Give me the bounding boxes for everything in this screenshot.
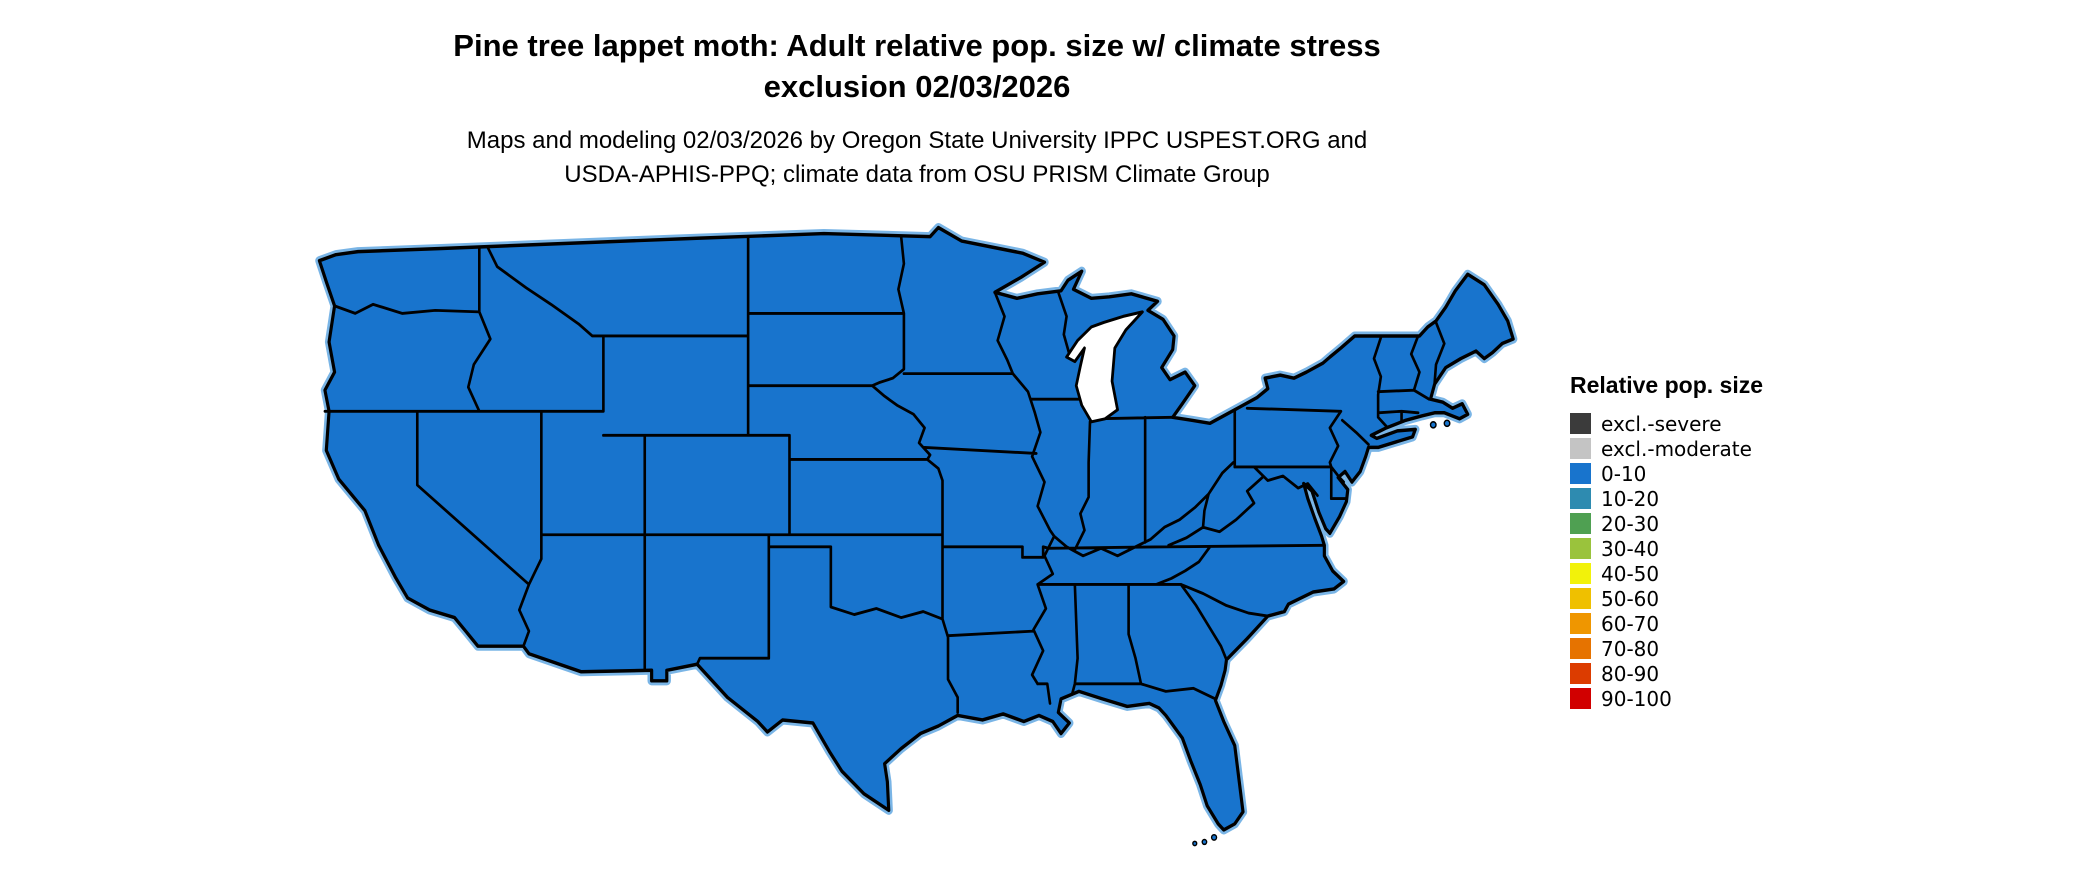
legend-item: 80-90	[1570, 661, 1763, 686]
legend-color-swatch	[1570, 588, 1591, 609]
legend: Relative pop. size excl.-severe excl.-mod…	[1570, 372, 1763, 711]
map-subtitle: Maps and modeling 02/03/2026 by Oregon S…	[466, 126, 1368, 188]
legend-item: excl.-moderate	[1570, 436, 1763, 461]
legend-item-label: 60-70	[1601, 611, 1660, 636]
legend-item: 50-60	[1570, 586, 1763, 611]
island-florida-keys-1	[1210, 833, 1218, 841]
legend-item: 40-50	[1570, 561, 1763, 586]
legend-item: 30-40	[1570, 536, 1763, 561]
island-nantucket	[1443, 419, 1451, 428]
state-borders	[323, 235, 1446, 714]
legend-item-label: 0-10	[1601, 461, 1647, 486]
legend-color-swatch	[1570, 613, 1591, 634]
legend-color-swatch	[1570, 513, 1591, 534]
legend-title: Relative pop. size	[1570, 372, 1764, 398]
legend-item-label: 50-60	[1601, 586, 1660, 611]
us-choropleth-map	[0, 214, 1834, 859]
lake-michigan	[1065, 310, 1144, 424]
legend-color-swatch	[1570, 463, 1591, 484]
legend-item-label: 40-50	[1601, 561, 1660, 586]
legend-item: 70-80	[1570, 636, 1763, 661]
legend-item: 60-70	[1570, 611, 1763, 636]
legend-item: 20-30	[1570, 511, 1763, 536]
coastal-islands	[1192, 419, 1451, 847]
legend-color-swatch	[1570, 538, 1591, 559]
island-florida-keys-2	[1201, 838, 1208, 846]
legend-item: 0-10	[1570, 461, 1763, 486]
legend-color-swatch	[1570, 638, 1591, 659]
legend-color-swatch	[1570, 563, 1591, 584]
legend-item-label: 30-40	[1601, 536, 1660, 561]
legend-item-label: 90-100	[1601, 686, 1672, 711]
legend-items: excl.-severe excl.-moderate 0-10 10-20 20-30…	[1570, 411, 1763, 711]
island-florida-keys-3	[1192, 840, 1198, 847]
map-figure-column: Pine tree lappet moth: Adult relative po…	[0, 28, 1834, 859]
legend-item: excl.-severe	[1570, 411, 1763, 436]
legend-color-swatch	[1570, 688, 1591, 709]
legend-color-swatch	[1570, 413, 1591, 434]
legend-item: 10-20	[1570, 486, 1763, 511]
legend-item-label: excl.-severe	[1601, 411, 1722, 436]
us-land	[317, 225, 1515, 832]
legend-item-label: excl.-moderate	[1601, 436, 1752, 461]
legend-color-swatch	[1570, 663, 1591, 684]
legend-color-swatch	[1570, 488, 1591, 509]
legend-item-label: 70-80	[1601, 636, 1660, 661]
legend-item: 90-100	[1570, 686, 1763, 711]
legend-item-label: 10-20	[1601, 486, 1660, 511]
page-title: Pine tree lappet moth: Adult relative po…	[453, 28, 1381, 104]
us-map-svg	[315, 223, 1518, 847]
legend-item-label: 20-30	[1601, 511, 1660, 536]
legend-item-label: 80-90	[1601, 661, 1660, 686]
island-marthas-vineyard	[1429, 421, 1437, 429]
legend-color-swatch	[1570, 438, 1591, 459]
